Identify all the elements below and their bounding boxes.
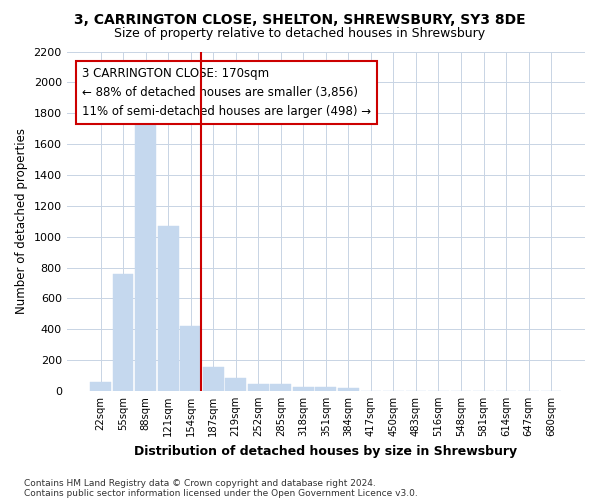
Bar [316, 387, 336, 391]
Text: 3, CARRINGTON CLOSE, SHELTON, SHREWSBURY, SY3 8DE: 3, CARRINGTON CLOSE, SHELTON, SHREWSBURY… [74, 12, 526, 26]
X-axis label: Distribution of detached houses by size in Shrewsbury: Distribution of detached houses by size … [134, 444, 517, 458]
Bar [338, 388, 359, 391]
Text: Contains HM Land Registry data © Crown copyright and database right 2024.: Contains HM Land Registry data © Crown c… [24, 478, 376, 488]
Text: Size of property relative to detached houses in Shrewsbury: Size of property relative to detached ho… [115, 28, 485, 40]
Bar [248, 384, 269, 391]
Bar [158, 226, 179, 391]
Y-axis label: Number of detached properties: Number of detached properties [15, 128, 28, 314]
Bar [181, 326, 201, 391]
Bar [90, 382, 111, 391]
Bar [203, 367, 224, 391]
Text: Contains public sector information licensed under the Open Government Licence v3: Contains public sector information licen… [24, 488, 418, 498]
Text: 3 CARRINGTON CLOSE: 170sqm
← 88% of detached houses are smaller (3,856)
11% of s: 3 CARRINGTON CLOSE: 170sqm ← 88% of deta… [82, 67, 371, 118]
Bar [135, 122, 156, 391]
Bar [226, 378, 246, 391]
Bar [293, 386, 314, 391]
Bar [113, 274, 133, 391]
Bar [271, 384, 291, 391]
